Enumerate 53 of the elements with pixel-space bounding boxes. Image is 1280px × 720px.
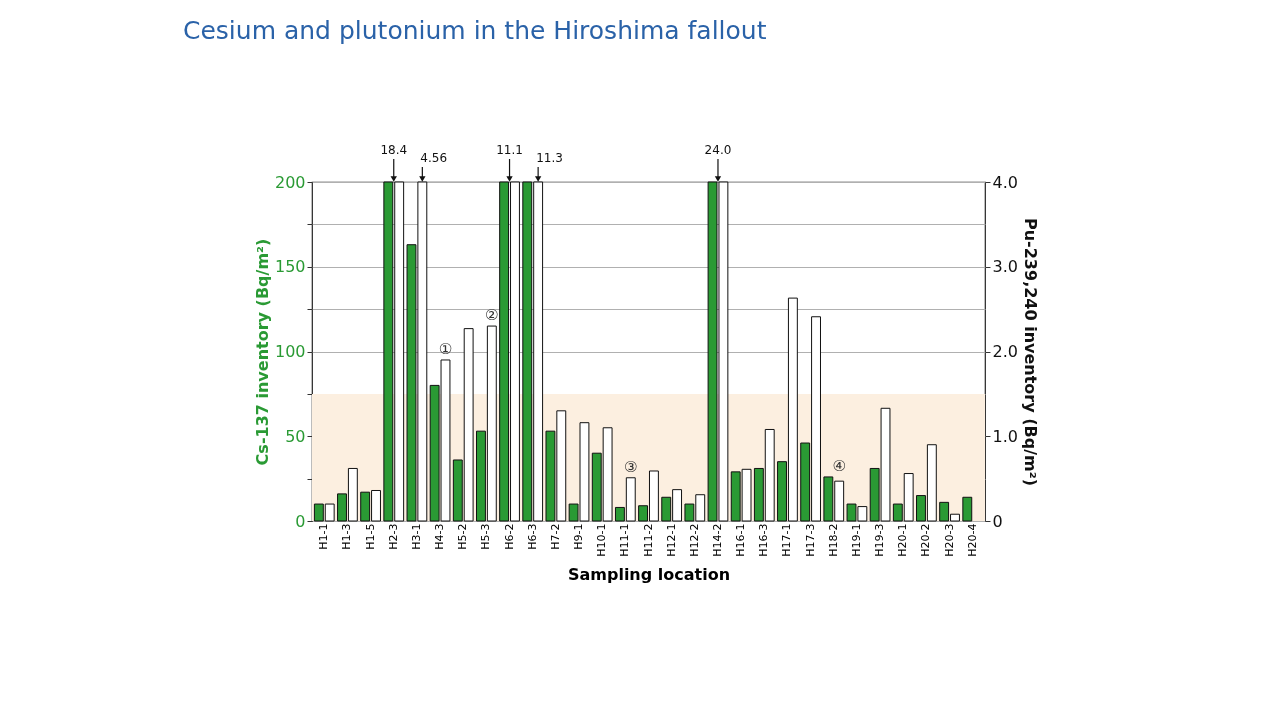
x-tick-label: H6-2 — [502, 523, 516, 550]
x-tick-label: H12-1 — [664, 523, 678, 557]
y-tick-label: 200 — [274, 172, 306, 192]
annotation: ① — [438, 339, 453, 358]
annotation: ④ — [832, 456, 846, 475]
x-tick-label: H10-1 — [595, 523, 609, 557]
annotation: ③ — [624, 457, 638, 476]
x-tick-label: H4-3 — [433, 523, 447, 550]
x-tick-label: H16-3 — [757, 523, 771, 557]
x-tick-label: H18-2 — [826, 523, 840, 557]
annotation: 24.0 — [704, 143, 732, 157]
x-tick-label: H14-2 — [710, 523, 724, 557]
x-tick-label: H2-3 — [386, 523, 400, 550]
chart-title: Cesium and plutonium in the Hiroshima fallout — [183, 16, 767, 45]
x-tick-label: H17-1 — [780, 523, 794, 557]
annotation: ② — [485, 306, 499, 325]
y2-tick-label: 3.0 — [992, 257, 1018, 277]
x-tick-label: H19-1 — [849, 523, 863, 557]
y-tick-label: 0 — [295, 511, 306, 531]
x-tick-label: H20-4 — [965, 523, 979, 557]
x-tick-label: H12-2 — [687, 523, 701, 557]
x-tick-label: H20-1 — [896, 523, 910, 557]
y2-axis-title: Pu-239,240 inventory (Bq/m²) — [1020, 217, 1040, 487]
x-tick-label: H1-5 — [363, 523, 377, 550]
x-tick-label: H16-1 — [734, 523, 748, 557]
annotation: 18.4 — [380, 143, 408, 157]
x-tick-label: H19-3 — [873, 523, 887, 557]
y-tick-label: 150 — [274, 257, 306, 277]
annotation: 11.3 — [536, 151, 563, 165]
x-tick-label: H9-1 — [572, 523, 586, 550]
y2-tick-label: 4.0 — [992, 172, 1018, 192]
x-tick-label: H11-1 — [618, 523, 632, 557]
bar — [962, 496, 973, 522]
y-axis-title: Cs-137 inventory (Bq/m²) — [252, 238, 272, 466]
x-tick-label: H1-3 — [340, 523, 354, 550]
annotation: 11.1 — [496, 143, 523, 157]
x-tick-label: H5-2 — [456, 523, 470, 550]
x-tick-label: H17-3 — [803, 523, 817, 557]
y2-tick-label: 2.0 — [992, 342, 1018, 361]
annotation: 4.56 — [420, 151, 448, 165]
y-tick-label: 100 — [274, 342, 306, 361]
x-tick-label: H20-3 — [942, 523, 956, 557]
x-axis-title: Sampling location — [567, 564, 731, 584]
x-tick-label: H5-3 — [479, 523, 493, 550]
x-tick-label: H6-3 — [525, 523, 539, 550]
x-tick-label: H11-2 — [641, 523, 655, 557]
y2-tick-label: 1.0 — [992, 426, 1018, 446]
y-tick-label: 50 — [285, 426, 306, 446]
x-tick-label: H1-1 — [317, 523, 331, 550]
y2-tick-label: 0 — [992, 511, 1003, 531]
x-tick-label: H7-2 — [548, 523, 562, 550]
x-tick-label: H20-2 — [919, 523, 933, 557]
x-tick-label: H3-1 — [409, 523, 423, 550]
